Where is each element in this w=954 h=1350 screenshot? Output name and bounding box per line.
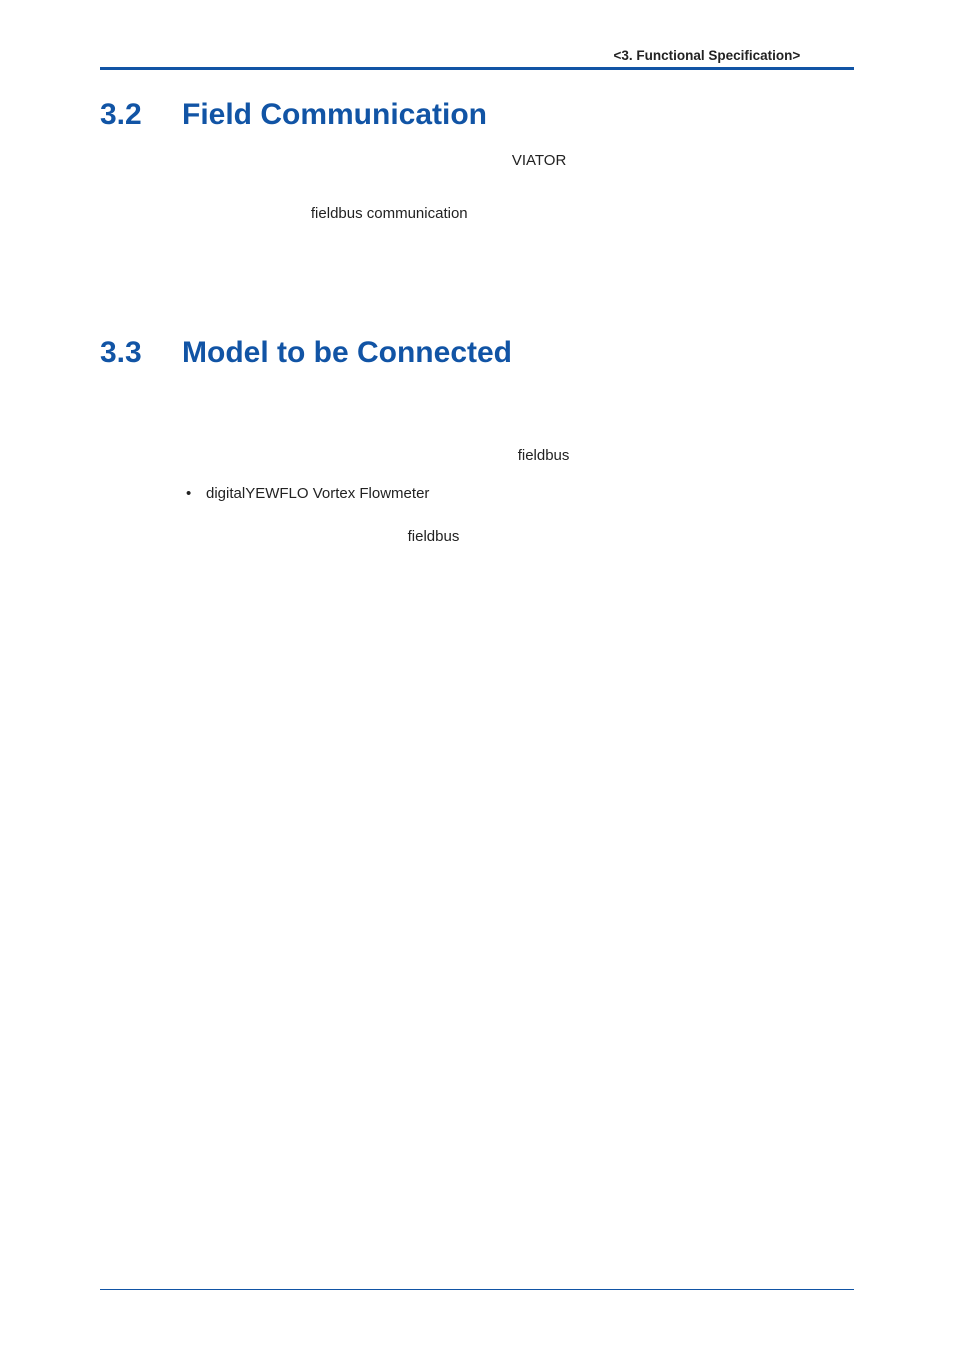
document-page: <3. Functional Specification> 3.2 Field … [0, 0, 954, 1350]
subheading-hidden: Supported devices (HART / FOUNDATION fie… [182, 400, 850, 427]
text-visible: fieldbus [518, 447, 570, 464]
paragraph: For the applicable FOUNDATION fieldbus d… [182, 526, 850, 549]
text-hidden: The product supports the following FOUND… [182, 447, 518, 464]
text-hidden: devices: [569, 447, 628, 464]
text-hidden: For HART communication, a HART modem (e.… [182, 152, 512, 169]
running-header: <3. Functional Specification> [100, 48, 854, 63]
device-list: • digitalYEWFLO Vortex Flowmeter [186, 483, 850, 506]
text-visible: fieldbus communication [311, 205, 468, 222]
running-header-text: <3. Functional Specification> [613, 48, 800, 63]
text-visible: VIATOR [512, 152, 566, 169]
section-number: 3.2 [100, 98, 182, 132]
text-visible: digitalYEWFLO Vortex Flowmeter [206, 485, 429, 502]
section-number: 3.3 [100, 336, 182, 370]
text-visible: fieldbus [408, 528, 460, 545]
paragraph: For FOUNDATION fieldbus communication, a… [182, 203, 850, 226]
paragraph: For HART communication, a HART modem (e.… [182, 150, 850, 195]
page-footer [100, 1289, 854, 1296]
section-3-3-body: Supported devices (HART / FOUNDATION fie… [182, 400, 850, 549]
section-heading-3-2: 3.2 Field Communication [100, 98, 854, 132]
section-title: Model to be Connected [182, 336, 854, 370]
list-item-label: digitalYEWFLO Vortex Flowmeter [206, 483, 429, 506]
section-3-2-body: For HART communication, a HART modem (e.… [182, 150, 850, 226]
text-hidden: For the applicable FOUNDATION [182, 528, 408, 545]
header-rule [100, 67, 854, 70]
text-hidden: , an NI-FBUS interface is required. [468, 205, 697, 222]
section-heading-3-3: 3.3 Model to be Connected [100, 336, 854, 370]
bullet-icon: • [186, 483, 206, 506]
text-hidden: device revisions, refer to the General S… [459, 528, 809, 545]
list-item: • digitalYEWFLO Vortex Flowmeter [186, 483, 850, 506]
section-title: Field Communication [182, 98, 854, 132]
paragraph: The product supports the following FOUND… [182, 445, 850, 468]
text-hidden: For FOUNDATION [182, 205, 311, 222]
